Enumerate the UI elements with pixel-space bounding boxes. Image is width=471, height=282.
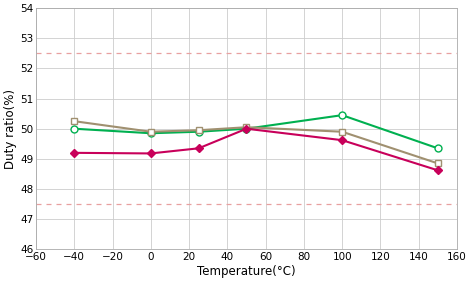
Y-axis label: Duty ratio(%): Duty ratio(%) — [4, 89, 17, 169]
X-axis label: Temperature(°C): Temperature(°C) — [197, 265, 296, 278]
